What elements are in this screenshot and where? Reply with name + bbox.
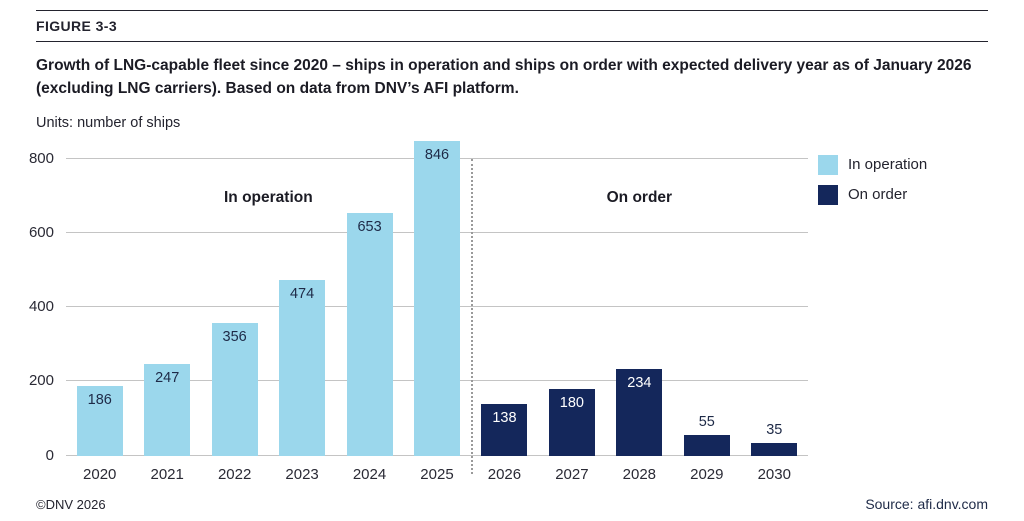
bar-2027 [548, 388, 595, 456]
figure-label-rule [36, 41, 988, 42]
bar-2028 [616, 368, 663, 456]
bar-value-label-2025: 846 [424, 147, 450, 164]
x-axis-label-2021: 2021 [150, 465, 184, 483]
legend-item-in-operation: In operation [818, 154, 988, 175]
bar-2030 [751, 442, 798, 456]
legend-swatch-in-operation [818, 154, 838, 175]
chart-legend: In operation On order [818, 133, 988, 456]
top-rule [36, 10, 988, 11]
bar-chart: 0 200 400 600 800 2020 2021 2022 2023 2024 2025 202… [29, 133, 988, 483]
bar-value-label-2020: 186 [87, 392, 112, 409]
units-label: Units: number of ships [36, 114, 181, 131]
x-axis-label-2030: 2030 [757, 465, 791, 483]
bar-value-label-2024: 653 [357, 219, 382, 236]
bar-2021 [144, 363, 191, 456]
figure-title: Growth of LNG-capable fleet since 2020 –… [36, 57, 972, 98]
bar-value-label-2028: 234 [627, 374, 652, 391]
source-text: Source: afi.dnv.com [865, 495, 988, 512]
x-axis-label-2025: 2025 [420, 465, 454, 483]
y-axis-label-600: 600 [28, 223, 54, 241]
section-label-0: In operation [224, 188, 313, 206]
x-axis-label-2028: 2028 [622, 465, 657, 483]
bar-value-label-2023: 474 [289, 285, 315, 302]
bar-value-label-2021: 247 [155, 369, 180, 386]
y-axis-label-400: 400 [28, 298, 54, 315]
bar-value-label-2026: 138 [492, 410, 517, 427]
bar-2025 [414, 141, 460, 456]
figure-label: FIGURE 3-3 [36, 18, 118, 34]
legend-label: In operation [848, 156, 928, 173]
x-axis-label-2022: 2022 [217, 465, 252, 483]
bar-value-label-2029: 55 [698, 414, 715, 431]
y-axis-label-200: 200 [28, 372, 54, 390]
legend-item-on-order: On order [818, 184, 988, 205]
bar-value-label-2030: 35 [766, 421, 783, 438]
x-axis-label-2029: 2029 [690, 465, 724, 483]
legend-label: On order [848, 186, 908, 203]
bar-2029 [683, 435, 730, 456]
section-divider [470, 158, 473, 474]
footer: ©DNV 2026 Source: afi.dnv.com [36, 496, 988, 512]
plot-area: 0 200 400 600 800 2020 2021 2022 2023 2024 2025 202… [29, 141, 808, 483]
y-axis-label-800: 800 [28, 149, 54, 167]
bar-2020 [76, 386, 123, 456]
legend-swatch-on-order [818, 184, 838, 205]
plot-wrap: 0 200 400 600 800 2020 2021 2022 2023 2024 2025 202… [29, 141, 808, 483]
bar-2024 [346, 213, 393, 456]
x-axis-label-2020: 2020 [83, 465, 117, 483]
bar-value-label-2022: 356 [222, 329, 247, 346]
bar-2026 [481, 404, 528, 456]
bar-2022 [211, 323, 258, 456]
x-axis-label-2027: 2027 [555, 465, 589, 483]
y-axis-label-0: 0 [45, 446, 54, 464]
copyright-text: ©DNV 2026 [36, 496, 106, 512]
bar-value-label-2027: 180 [559, 394, 584, 411]
x-axis-label-2023: 2023 [285, 465, 319, 483]
x-axis-label-2024: 2024 [352, 465, 387, 483]
bar-2023 [279, 279, 326, 456]
x-axis-label-2026: 2026 [487, 465, 522, 483]
section-label-1: On order [606, 188, 673, 206]
